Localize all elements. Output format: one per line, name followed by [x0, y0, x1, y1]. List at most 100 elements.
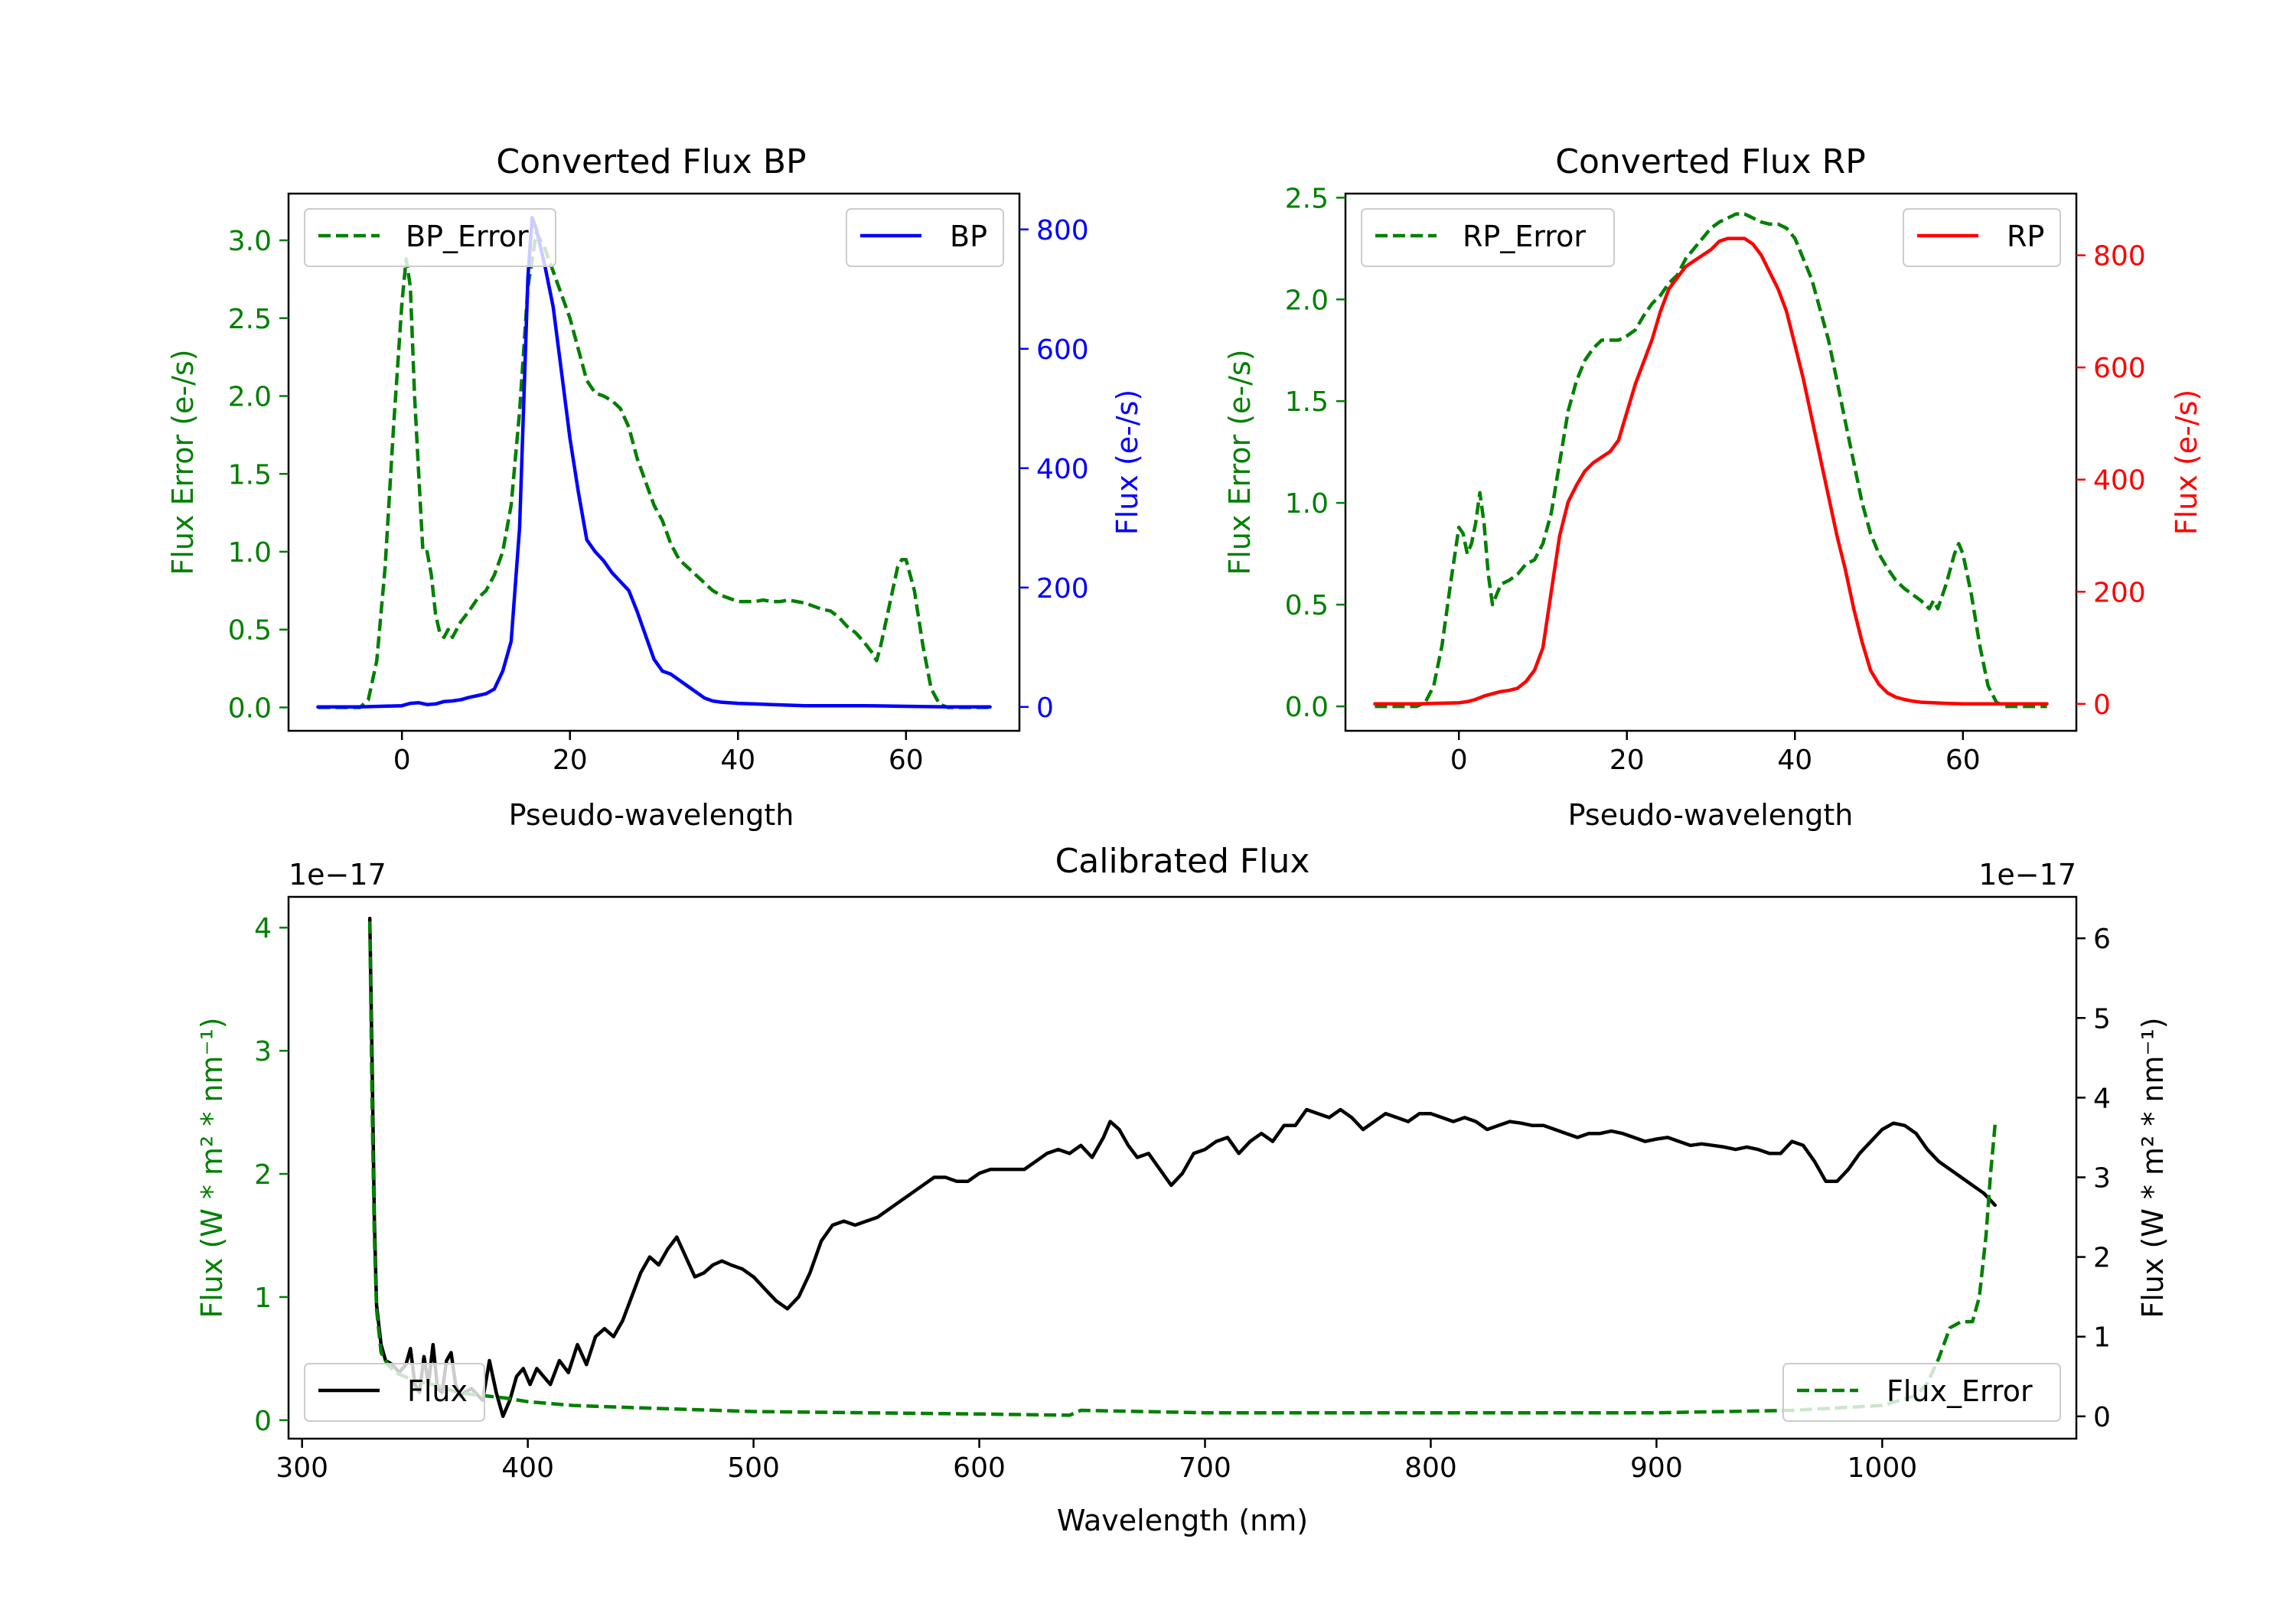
cal-series-flux-error [367, 921, 1998, 1417]
bp-x-tick-label: 20 [553, 745, 588, 776]
rp-x-tick-label: 0 [1450, 745, 1468, 776]
bp-right-tick-label: 0 [1036, 693, 1054, 724]
cal-x-ticks: 300 400 500 600 700 800 900 1000 [276, 1439, 1917, 1484]
rp-legend-error-label: RP_Error [1463, 220, 1586, 253]
cal-x-tick-label: 800 [1404, 1452, 1457, 1484]
rp-x-tick-label: 60 [1945, 745, 1981, 776]
bp-left-tick-label: 3.0 [228, 226, 272, 257]
cal-x-tick-label: 700 [1179, 1452, 1231, 1484]
bp-legend-error-label: BP_Error [406, 220, 529, 253]
bp-left-tick-label: 0.0 [228, 693, 272, 724]
cal-legend-error-label: Flux_Error [1887, 1374, 2033, 1408]
cal-x-tick-label: 400 [501, 1452, 554, 1484]
cal-right-axis-label: Flux (W * m² * nm⁻¹) [2136, 1017, 2170, 1318]
bp-x-ticks: 0 20 40 60 [393, 731, 924, 776]
panel-calibrated: Calibrated Flux 1e−17 1e−17 300 400 500 600… [195, 842, 2170, 1537]
panel-bp: Converted Flux BP 0 20 40 60 0.0 0.5 1.0 1.5 2.… [166, 142, 1144, 832]
cal-axes-frame [287, 895, 2078, 1440]
rp-right-tick-label: 600 [2093, 353, 2146, 384]
cal-left-offset: 1e−17 [289, 858, 386, 892]
rp-left-tick-label: 2.0 [1285, 285, 1329, 316]
rp-series-rp-error [1375, 212, 2047, 709]
bp-left-axis-label: Flux Error (e-/s) [166, 349, 200, 575]
bp-right-tick-label: 800 [1036, 215, 1089, 246]
rp-right-ticks: 0 200 400 600 800 [2076, 241, 2146, 721]
cal-left-tick-label: 4 [254, 913, 272, 944]
rp-left-axis-label: Flux Error (e-/s) [1223, 349, 1257, 575]
cal-legend-flux: Flux [304, 1363, 485, 1422]
rp-axes-frame [1344, 192, 2078, 732]
bp-right-axis-label: Flux (e-/s) [1110, 390, 1144, 535]
cal-right-ticks: 0 1 2 3 4 5 6 [2076, 924, 2111, 1433]
cal-right-tick-label: 2 [2093, 1243, 2111, 1274]
rp-left-ticks: 0.0 0.5 1.0 1.5 2.0 2.5 [1285, 183, 1345, 723]
cal-right-tick-label: 1 [2093, 1322, 2111, 1354]
bp-x-tick-label: 40 [720, 745, 755, 776]
rp-x-ticks: 0 20 40 60 [1450, 731, 1981, 776]
rp-left-tick-label: 1.5 [1285, 386, 1329, 418]
bp-right-tick-label: 400 [1036, 454, 1089, 485]
cal-plot-area [367, 916, 1998, 1419]
rp-series-rp [1373, 236, 2049, 706]
cal-x-tick-label: 300 [276, 1452, 328, 1484]
bp-series-bp [316, 215, 992, 709]
rp-legend-flux-label: RP [2007, 220, 2044, 253]
bp-x-label: Pseudo-wavelength [509, 798, 794, 832]
bp-x-tick-label: 0 [393, 745, 411, 776]
bp-title: Converted Flux BP [496, 142, 806, 181]
cal-title: Calibrated Flux [1055, 842, 1310, 881]
bp-left-tick-label: 1.0 [228, 537, 272, 569]
cal-x-tick-label: 600 [953, 1452, 1006, 1484]
rp-title: Converted Flux RP [1555, 142, 1866, 181]
bp-plot-area [316, 215, 992, 709]
cal-left-tick-label: 2 [254, 1159, 272, 1191]
bp-legend-flux: BP [846, 208, 1004, 267]
rp-left-tick-label: 1.0 [1285, 488, 1329, 520]
bp-legend-error: BP_Error [304, 208, 556, 267]
cal-left-tick-label: 0 [254, 1406, 272, 1437]
cal-left-tick-label: 1 [254, 1283, 272, 1314]
bp-left-tick-label: 2.0 [228, 382, 272, 413]
rp-right-tick-label: 0 [2093, 689, 2111, 721]
rp-right-tick-label: 400 [2093, 465, 2146, 497]
bp-left-tick-label: 2.5 [228, 304, 272, 335]
cal-right-tick-label: 5 [2093, 1003, 2111, 1035]
rp-right-tick-label: 200 [2093, 577, 2146, 608]
bp-right-ticks: 0 200 400 600 800 [1019, 215, 1089, 724]
rp-plot-area [1373, 212, 2049, 709]
cal-x-tick-label: 900 [1630, 1452, 1683, 1484]
cal-right-tick-label: 4 [2093, 1083, 2111, 1114]
rp-legend-error: RP_Error [1361, 208, 1615, 267]
bp-axes-frame [287, 192, 1021, 732]
rp-x-tick-label: 40 [1777, 745, 1812, 776]
rp-legend-flux: RP [1903, 208, 2061, 267]
cal-x-tick-label: 1000 [1848, 1452, 1918, 1484]
panel-rp: Converted Flux RP 0 20 40 60 0.0 0.5 1.0 1.5 2.… [1223, 142, 2203, 832]
bp-series-bp-error [318, 230, 990, 709]
bp-left-tick-label: 0.5 [228, 615, 272, 647]
rp-x-label: Pseudo-wavelength [1568, 798, 1854, 832]
cal-right-tick-label: 6 [2093, 924, 2111, 955]
cal-x-label: Wavelength (nm) [1057, 1504, 1308, 1537]
bp-left-tick-label: 1.5 [228, 459, 272, 491]
rp-left-tick-label: 0.5 [1285, 590, 1329, 621]
cal-left-axis-label: Flux (W * m² * nm⁻¹) [195, 1017, 229, 1318]
bp-legend-flux-label: BP [950, 220, 987, 253]
bp-left-ticks: 0.0 0.5 1.0 1.5 2.0 2.5 3.0 [228, 226, 289, 724]
rp-left-tick-label: 2.5 [1285, 183, 1329, 214]
cal-right-offset: 1e−17 [1978, 858, 2076, 892]
bp-right-tick-label: 200 [1036, 573, 1089, 605]
cal-x-tick-label: 500 [727, 1452, 780, 1484]
cal-legend-error: Flux_Error [1782, 1363, 2061, 1422]
cal-right-tick-label: 0 [2093, 1402, 2111, 1433]
bp-x-tick-label: 60 [889, 745, 924, 776]
rp-x-tick-label: 20 [1609, 745, 1645, 776]
cal-right-tick-label: 3 [2093, 1162, 2111, 1194]
rp-right-tick-label: 800 [2093, 241, 2146, 272]
cal-series-flux [367, 916, 1998, 1419]
cal-left-tick-label: 3 [254, 1036, 272, 1068]
rp-right-axis-label: Flux (e-/s) [2170, 390, 2203, 535]
bp-right-tick-label: 600 [1036, 334, 1089, 366]
rp-left-tick-label: 0.0 [1285, 692, 1329, 723]
